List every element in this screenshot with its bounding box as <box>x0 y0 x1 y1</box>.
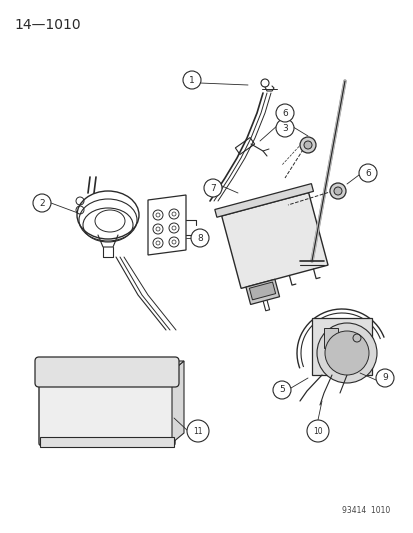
Text: 14—1010: 14—1010 <box>14 18 81 32</box>
Text: 1: 1 <box>189 76 195 85</box>
Polygon shape <box>221 192 327 288</box>
Text: 10: 10 <box>312 426 322 435</box>
Text: 3: 3 <box>281 124 287 133</box>
Polygon shape <box>249 282 275 300</box>
Circle shape <box>190 229 209 247</box>
Bar <box>235 138 254 155</box>
Circle shape <box>306 420 328 442</box>
Circle shape <box>324 331 368 375</box>
Circle shape <box>303 141 311 149</box>
Polygon shape <box>42 361 183 371</box>
Circle shape <box>275 104 293 122</box>
Circle shape <box>204 179 221 197</box>
Circle shape <box>358 164 376 182</box>
Circle shape <box>187 420 209 442</box>
Text: 93414  1010: 93414 1010 <box>341 506 389 515</box>
Text: 9: 9 <box>381 374 387 383</box>
Text: 11: 11 <box>193 426 202 435</box>
Bar <box>40 437 173 447</box>
Circle shape <box>329 183 345 199</box>
Text: 6: 6 <box>364 168 370 177</box>
Circle shape <box>183 71 201 89</box>
FancyBboxPatch shape <box>35 357 178 387</box>
Text: 2: 2 <box>39 198 45 207</box>
Polygon shape <box>245 279 279 304</box>
Circle shape <box>333 187 341 195</box>
Circle shape <box>316 323 376 383</box>
Text: 8: 8 <box>197 233 202 243</box>
Polygon shape <box>171 361 183 443</box>
Circle shape <box>299 137 315 153</box>
Text: 5: 5 <box>278 385 284 394</box>
Bar <box>323 328 337 348</box>
FancyBboxPatch shape <box>39 368 175 446</box>
Circle shape <box>275 119 293 137</box>
Text: 7: 7 <box>210 183 215 192</box>
Text: 6: 6 <box>281 109 287 117</box>
Polygon shape <box>214 184 313 217</box>
Circle shape <box>33 194 51 212</box>
Circle shape <box>375 369 393 387</box>
Polygon shape <box>311 318 371 375</box>
Circle shape <box>272 381 290 399</box>
